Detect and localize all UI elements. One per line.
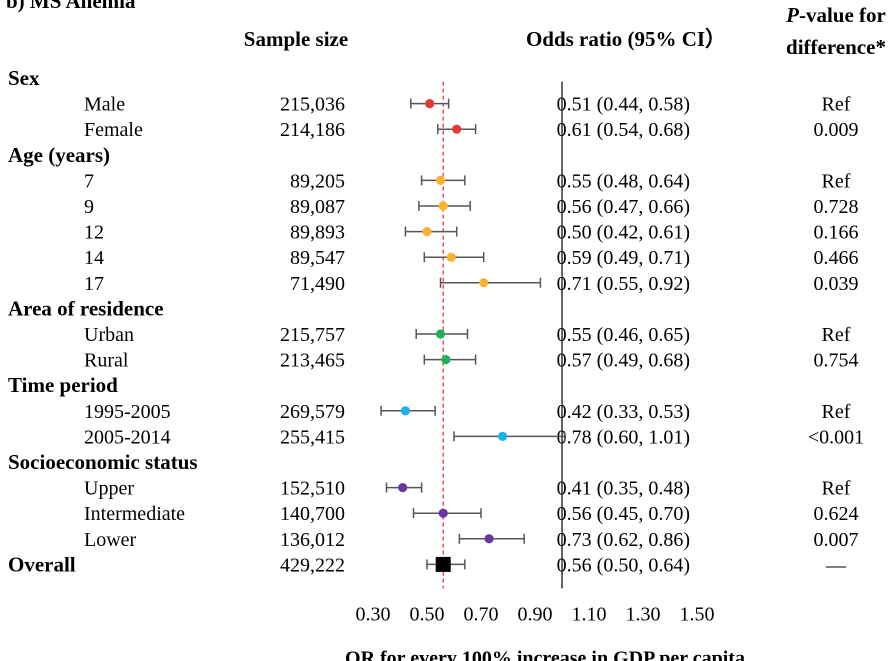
or-ci-text: 0.50 (0.42, 0.61) [557, 222, 690, 244]
p-value: Ref [822, 170, 851, 192]
row-label: Lower [84, 529, 137, 551]
group-label: Area of residence [8, 296, 164, 320]
or-point [498, 431, 508, 441]
x-tick-label: 0.70 [464, 603, 499, 625]
p-value: — [825, 554, 847, 576]
panel-label: b) MS Anemia [6, 0, 136, 13]
header-pvalue-rest: -value for [799, 3, 886, 27]
row-label: Intermediate [84, 503, 185, 525]
x-tick-label: 1.10 [572, 603, 607, 625]
sample-size: 136,012 [280, 529, 345, 551]
header-pvalue-line2: difference* [786, 35, 886, 59]
row-label: 17 [84, 273, 104, 295]
or-ci-text: 0.41 (0.35, 0.48) [557, 478, 690, 500]
forest-rows: Sex Male 215,036 0.51 (0.44, 0.58) Ref Female… [8, 66, 864, 589]
row-label: Female [84, 119, 143, 141]
p-value: 0.009 [814, 119, 859, 141]
or-point [438, 508, 448, 518]
or-ci-text: 0.42 (0.33, 0.53) [557, 401, 690, 423]
sample-size: 71,490 [290, 273, 345, 295]
row-label: Upper [84, 478, 134, 500]
header-pvalue-line1: P-value for [785, 3, 886, 27]
group-label: Socioeconomic status [8, 450, 198, 474]
or-ci-text: 0.78 (0.60, 1.01) [557, 426, 690, 448]
p-value: 0.624 [814, 503, 859, 525]
or-ci-text: 0.73 (0.62, 0.86) [557, 529, 690, 551]
x-tick-label: 0.90 [518, 603, 553, 625]
sample-size: 140,700 [280, 503, 345, 525]
or-point [400, 406, 410, 416]
header-sample-size: Sample size [244, 27, 348, 51]
or-point [435, 329, 446, 339]
or-point [484, 534, 494, 544]
overall-marker [435, 556, 451, 572]
sample-size: 89,893 [290, 222, 345, 244]
p-value: 0.039 [814, 273, 859, 295]
sample-size: 214,186 [280, 119, 345, 141]
or-point [435, 175, 446, 185]
or-ci-text: 0.51 (0.44, 0.58) [557, 94, 690, 116]
row-label: 12 [84, 222, 104, 244]
row-label: 14 [84, 247, 104, 269]
row-label: Rural [84, 350, 129, 372]
x-axis: 0.30 0.50 0.70 0.90 1.10 1.30 1.50 OR for every… [345, 603, 745, 661]
or-point [398, 483, 408, 493]
sample-size: 215,757 [280, 324, 345, 346]
x-tick-label: 1.50 [680, 603, 715, 625]
p-value: Ref [822, 478, 851, 500]
x-tick-label: 0.30 [356, 603, 391, 625]
x-tick-label: 1.30 [626, 603, 661, 625]
or-point [479, 278, 489, 288]
sample-size: 215,036 [280, 94, 345, 116]
p-value: 0.754 [814, 350, 859, 372]
p-value: <0.001 [808, 426, 864, 448]
row-label: 2005-2014 [84, 426, 171, 448]
or-point [441, 355, 451, 365]
row-label: Urban [84, 324, 134, 346]
row-label: 9 [84, 196, 94, 218]
or-point [425, 99, 435, 109]
sample-size: 89,547 [290, 247, 345, 269]
overall-label: Overall [8, 552, 76, 576]
p-value: 0.007 [814, 529, 859, 551]
p-value: Ref [822, 324, 851, 346]
or-ci-text: 0.55 (0.46, 0.65) [557, 324, 690, 346]
p-value: 0.728 [814, 196, 859, 218]
sample-size: 89,087 [290, 196, 345, 218]
row-label: 1995-2005 [84, 401, 171, 423]
sample-size: 89,205 [290, 170, 345, 192]
or-point [446, 252, 456, 262]
or-ci-text: 0.59 (0.49, 0.71) [557, 247, 690, 269]
header-odds-ratio: Odds ratio (95% CI） [526, 27, 726, 51]
or-point [422, 227, 432, 237]
p-value: Ref [822, 94, 851, 116]
or-ci-text: 0.56 (0.45, 0.70) [557, 503, 690, 525]
or-ci-text: 0.55 (0.48, 0.64) [557, 170, 690, 192]
sample-size: 269,579 [280, 401, 345, 423]
sample-size: 255,415 [280, 426, 345, 448]
row-label: 7 [84, 170, 94, 192]
row-label: Male [84, 94, 125, 116]
or-ci-text: 0.56 (0.50, 0.64) [557, 554, 690, 576]
or-ci-text: 0.71 (0.55, 0.92) [557, 273, 690, 295]
p-value: 0.166 [814, 222, 859, 244]
group-label: Time period [8, 373, 118, 397]
group-label: Sex [8, 66, 40, 90]
p-value: Ref [822, 401, 851, 423]
sample-size: 213,465 [280, 350, 345, 372]
x-axis-label: OR for every 100% increase in GDP per ca… [345, 647, 745, 661]
header-pvalue-italic: P [785, 3, 799, 27]
or-ci-text: 0.57 (0.49, 0.68) [557, 350, 690, 372]
or-ci-text: 0.56 (0.47, 0.66) [557, 196, 690, 218]
x-tick-label: 0.50 [410, 603, 445, 625]
or-point [452, 124, 462, 134]
or-point [438, 201, 448, 211]
sample-size: 429,222 [280, 554, 345, 576]
or-ci-text: 0.61 (0.54, 0.68) [557, 119, 690, 141]
sample-size: 152,510 [280, 478, 345, 500]
p-value: 0.466 [814, 247, 859, 269]
group-label: Age (years) [8, 143, 110, 167]
